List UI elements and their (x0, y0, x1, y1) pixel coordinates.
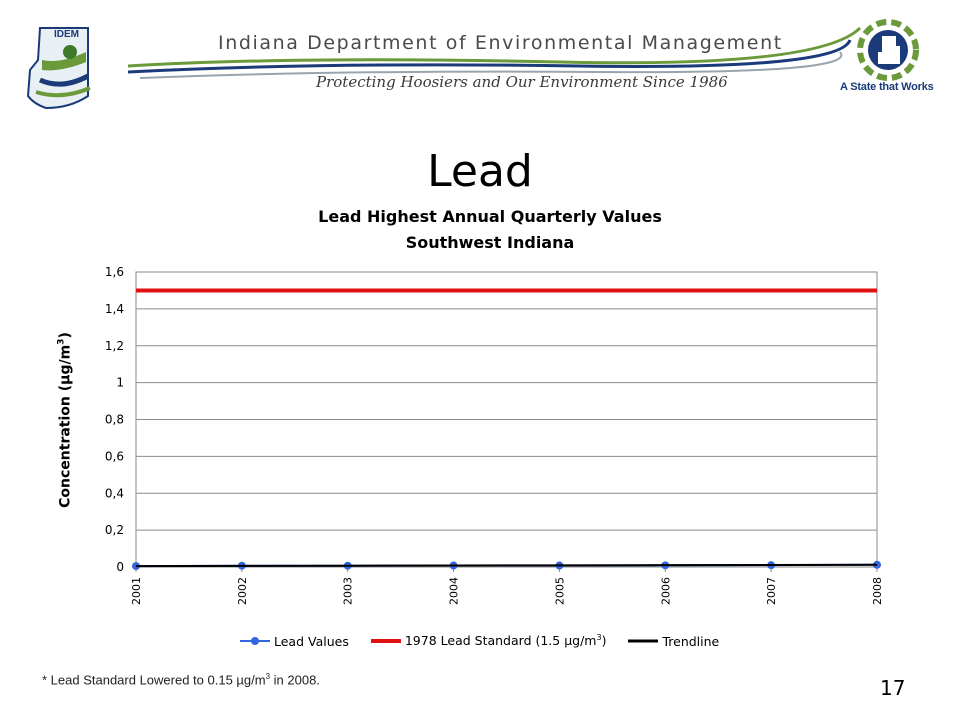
x-tick-label: 2003 (342, 577, 355, 605)
y-tick-labels: 0 0,2 0,4 0,6 0,8 1 1,2 1,4 1,6 (105, 265, 124, 574)
y-tick-label: 0,8 (105, 413, 124, 427)
legend-label-lead-standard-sup: 3 (596, 633, 602, 643)
legend-swatch-lead-standard (370, 636, 401, 646)
y-axis-label-text: Concentration (µg/m (57, 344, 74, 508)
chart-title-line2: Southwest Indiana (405, 233, 575, 252)
y-axis-label: Concentration (µg/m3) (57, 332, 74, 508)
y-tick-label: 0 (116, 560, 124, 574)
y-tick-label: 1,2 (105, 339, 124, 353)
legend-swatch-lead-values (240, 636, 270, 646)
x-tick-label: 2007 (765, 577, 778, 605)
y-tick-label: 0,4 (105, 486, 124, 500)
gridlines (136, 308, 877, 531)
banner-title: Indiana Department of Environmental Mana… (218, 32, 783, 54)
legend-label-trendline: Trendline (662, 633, 720, 649)
x-tick-label: 2002 (236, 577, 249, 605)
footnote: * Lead Standard Lowered to 0.15 µg/m3 in… (42, 672, 320, 687)
legend-item-trendline: Trendline (628, 634, 719, 649)
legend-label-lead-values: Lead Values (274, 633, 349, 649)
slide-title: Lead (427, 146, 533, 197)
y-tick-label: 0,2 (105, 523, 124, 537)
idem-logo-text: IDEM (54, 29, 79, 40)
banner-tagline: Protecting Hoosiers and Our Environment … (316, 73, 728, 91)
y-tick-label: 1,6 (105, 265, 124, 279)
footnote-sup: 3 (265, 672, 271, 681)
legend: Lead Values 1978 Lead Standard (1.5 µg/m… (240, 632, 741, 650)
y-tick-label: 0,6 (105, 449, 124, 463)
y-axis-label-sup: 3 (56, 338, 67, 345)
x-tick-label: 2001 (130, 577, 143, 605)
banner-swoosh-gray (139, 51, 843, 79)
y-axis-label-end: ) (57, 332, 74, 339)
page-number: 17 (880, 676, 906, 700)
legend-item-lead-values: Lead Values (240, 634, 349, 649)
footnote-end: in 2008. (270, 672, 320, 688)
footnote-text: * Lead Standard Lowered to 0.15 µg/m (42, 672, 266, 688)
series-line-trendline (135, 563, 878, 568)
x-tick-label: 2005 (553, 577, 566, 605)
banner-swoosh-green (127, 26, 862, 68)
legend-label-lead-standard-end: ) (601, 633, 607, 649)
chart-title: Lead Highest Annual Quarterly Values Sou… (180, 204, 800, 256)
state-logo-text: A State that Works (840, 81, 934, 93)
legend-label-lead-standard-text: 1978 Lead Standard (1.5 µg/m (404, 633, 597, 649)
y-tick-label: 1,4 (105, 302, 124, 316)
header-banner: IDEM Indiana Department of Environmental… (0, 0, 960, 120)
state-gear-logo (857, 19, 919, 81)
chart-title-line1: Lead Highest Annual Quarterly Values (318, 207, 662, 226)
x-tick-labels: 2001 2002 2003 2004 2005 2006 2007 2008 (130, 567, 884, 605)
legend-label-lead-standard: 1978 Lead Standard (1.5 µg/m3) (405, 633, 607, 648)
legend-swatch-trendline (628, 636, 659, 646)
banner-swoosh-navy (127, 39, 852, 74)
legend-item-lead-standard: 1978 Lead Standard (1.5 µg/m3) (370, 633, 607, 649)
x-tick-label: 2008 (871, 577, 884, 605)
banner-graphics (26, 19, 919, 110)
idem-logo (26, 27, 91, 110)
series-layer (132, 288, 881, 571)
y-tick-label: 1 (116, 376, 124, 390)
x-tick-label: 2006 (659, 577, 672, 605)
x-tick-label: 2004 (448, 577, 461, 605)
